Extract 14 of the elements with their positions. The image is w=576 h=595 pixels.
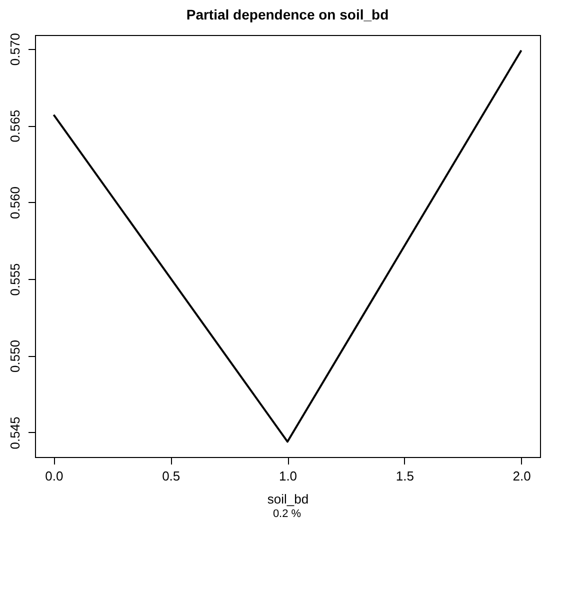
x-tick-label: 2.0 xyxy=(512,468,531,484)
y-tick-label: 0.555 xyxy=(8,263,22,296)
y-tick-label: 0.560 xyxy=(8,186,22,220)
y-tick-label: 0.545 xyxy=(8,416,22,450)
text: 0.2 % xyxy=(272,508,302,520)
x-axis-title: soil_bd xyxy=(267,492,309,506)
x-tick-label: 1.0 xyxy=(278,468,298,484)
x-tick-label: 0.0 xyxy=(45,468,64,484)
x-tick-label: 1.5 xyxy=(396,468,414,484)
chart-title: Partial dependence on soil_bd xyxy=(186,6,389,23)
y-tick-label: 0.550 xyxy=(8,340,22,372)
y-tick-label: 0.570 xyxy=(8,33,22,66)
y-tick-label: 0.565 xyxy=(8,110,22,142)
x-tick-label: 0.5 xyxy=(162,468,180,484)
